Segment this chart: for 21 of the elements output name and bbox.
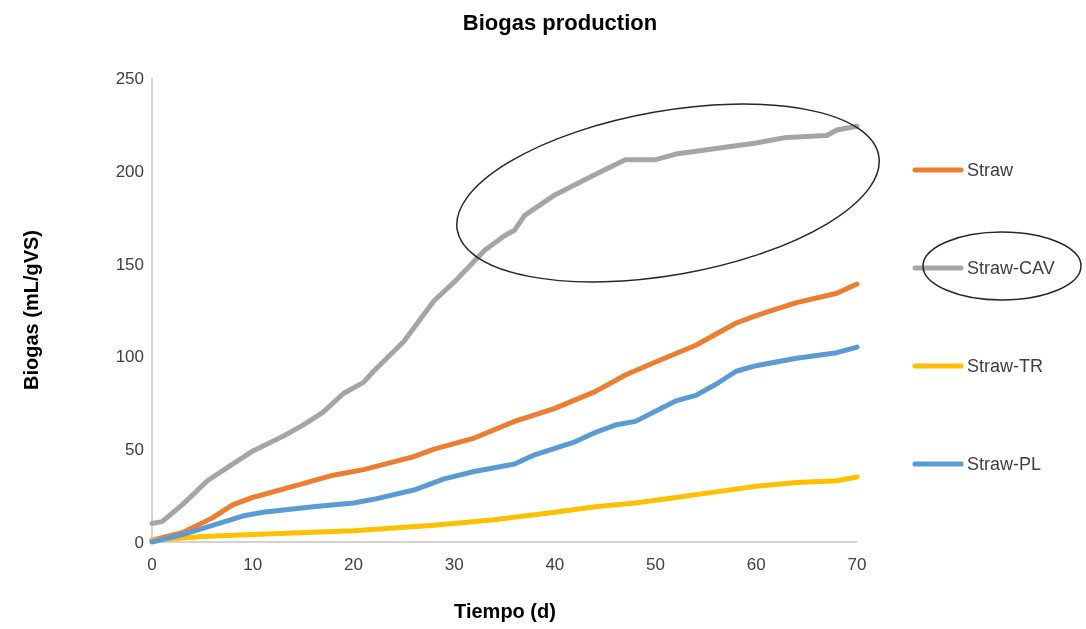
x-tick-label: 0 (147, 555, 157, 574)
x-tick-label: 20 (343, 555, 363, 574)
x-tick-label: 10 (243, 555, 263, 574)
y-tick-label: 50 (125, 440, 144, 460)
x-tick-label: 50 (646, 555, 666, 574)
y-tick-label: 0 (134, 532, 144, 552)
y-tick-label: 250 (115, 68, 144, 88)
legend-label: Straw (967, 160, 1015, 181)
y-tick-label: 100 (115, 347, 144, 367)
y-tick-label: 200 (115, 161, 144, 181)
x-tick-label: 40 (545, 555, 565, 574)
legend-label: Straw-CAV (967, 258, 1055, 279)
legend-label: Straw-TR (967, 356, 1043, 377)
x-tick-label: 60 (746, 555, 766, 574)
x-axis-title: Tiempo (d) (454, 600, 556, 622)
y-tick-label: 150 (115, 254, 144, 274)
y-axis-title: Biogas (mL/gVS) (20, 229, 42, 391)
x-tick-label: 70 (847, 555, 867, 574)
legend-label: Straw-PL (967, 454, 1042, 475)
chart-title: Biogas production (462, 10, 658, 35)
x-tick-label: 30 (444, 555, 464, 574)
